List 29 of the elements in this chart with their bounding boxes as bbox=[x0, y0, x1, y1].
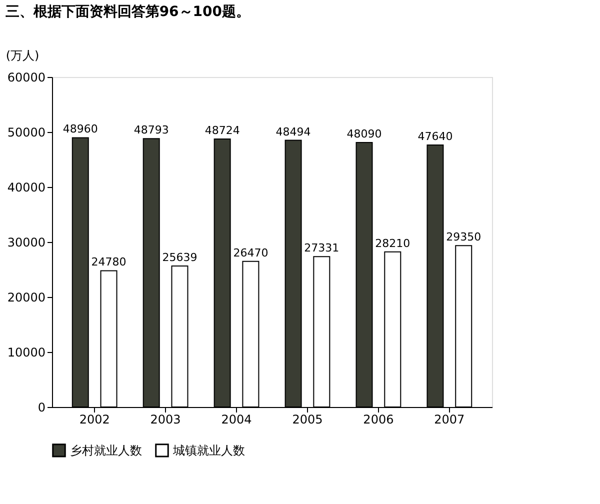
data-label: 25639 bbox=[162, 250, 198, 264]
y-tick-label: 0 bbox=[38, 400, 46, 414]
x-tick-label: 2007 bbox=[434, 412, 465, 426]
y-tick-label: 40000 bbox=[7, 180, 46, 194]
data-label: 48494 bbox=[276, 125, 311, 138]
x-tick-label: 2005 bbox=[292, 412, 323, 426]
x-tick-label: 2002 bbox=[79, 412, 110, 426]
data-label: 29350 bbox=[446, 230, 482, 244]
x-tick-label: 2003 bbox=[150, 412, 181, 426]
data-label: 24780 bbox=[91, 256, 126, 269]
data-label: 27331 bbox=[304, 242, 340, 255]
legend-label: 城镇就业人数 bbox=[172, 443, 245, 458]
y-tick-label: 60000 bbox=[7, 70, 46, 84]
data-label: 47640 bbox=[418, 130, 453, 143]
data-label: 48793 bbox=[134, 124, 169, 137]
data-label: 48960 bbox=[62, 122, 98, 136]
y-tick-label: 50000 bbox=[7, 126, 46, 140]
y-tick-label: 20000 bbox=[7, 290, 46, 304]
data-label: 48090 bbox=[346, 128, 382, 141]
y-axis-title: (万人) bbox=[6, 48, 40, 62]
chart-title: 三、根据下面资料回答第96～100题。 bbox=[5, 4, 250, 20]
data-label: 28210 bbox=[375, 236, 410, 250]
x-tick-label: 2004 bbox=[221, 412, 252, 426]
legend-label: 乡村就业人数 bbox=[70, 443, 142, 458]
y-tick-label: 30000 bbox=[7, 236, 46, 250]
data-label: 26470 bbox=[233, 246, 268, 260]
y-tick-label: 10000 bbox=[7, 346, 46, 360]
x-tick-label: 2006 bbox=[363, 412, 394, 426]
data-label: 48724 bbox=[204, 124, 240, 138]
